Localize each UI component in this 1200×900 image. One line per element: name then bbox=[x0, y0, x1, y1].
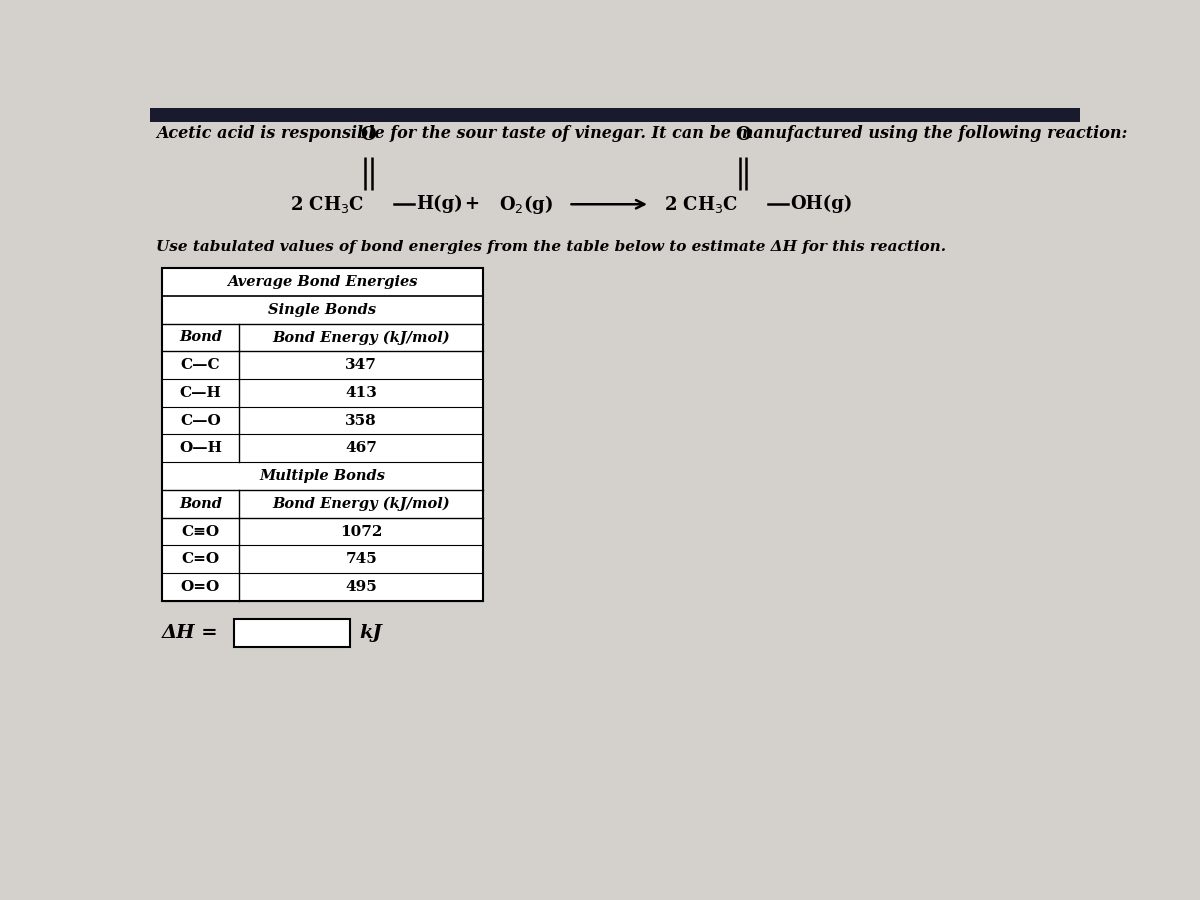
Text: Bond: Bond bbox=[179, 330, 222, 345]
Text: Average Bond Energies: Average Bond Energies bbox=[227, 275, 418, 289]
Text: H(g): H(g) bbox=[416, 195, 462, 213]
Text: O—H: O—H bbox=[179, 441, 222, 455]
Text: Bond Energy (kJ/mol): Bond Energy (kJ/mol) bbox=[272, 330, 450, 345]
Text: C—O: C—O bbox=[180, 414, 221, 427]
Text: ΔH =: ΔH = bbox=[162, 624, 218, 642]
Text: OH(g): OH(g) bbox=[790, 195, 852, 213]
Text: C—C: C—C bbox=[180, 358, 220, 373]
Text: +: + bbox=[464, 195, 479, 213]
Text: C≡O: C≡O bbox=[181, 525, 220, 538]
Text: C=O: C=O bbox=[181, 553, 220, 566]
Text: O: O bbox=[361, 126, 377, 144]
Text: C—H: C—H bbox=[180, 386, 221, 400]
Bar bbox=[150, 108, 1080, 122]
Text: 2 CH$_3$C: 2 CH$_3$C bbox=[289, 194, 364, 215]
Text: 745: 745 bbox=[346, 553, 377, 566]
Text: Bond: Bond bbox=[179, 497, 222, 511]
Text: Bond Energy (kJ/mol): Bond Energy (kJ/mol) bbox=[272, 497, 450, 511]
Text: O: O bbox=[736, 126, 751, 144]
Text: Single Bonds: Single Bonds bbox=[269, 302, 377, 317]
Text: 2 CH$_3$C: 2 CH$_3$C bbox=[664, 194, 738, 215]
Text: 413: 413 bbox=[346, 386, 377, 400]
Text: kJ: kJ bbox=[359, 624, 382, 642]
Text: 1072: 1072 bbox=[340, 525, 383, 538]
Text: 495: 495 bbox=[346, 580, 377, 594]
Text: O=O: O=O bbox=[181, 580, 220, 594]
Text: Acetic acid is responsible for the sour taste of vinegar. It can be manufactured: Acetic acid is responsible for the sour … bbox=[156, 125, 1128, 142]
Bar bbox=[162, 268, 484, 601]
Text: 467: 467 bbox=[346, 441, 377, 455]
Text: 347: 347 bbox=[346, 358, 377, 373]
Text: Use tabulated values of bond energies from the table below to estimate ΔH for th: Use tabulated values of bond energies fr… bbox=[156, 240, 947, 255]
Bar bbox=[234, 619, 350, 647]
Text: 358: 358 bbox=[346, 414, 377, 427]
Text: O$_2$(g): O$_2$(g) bbox=[499, 193, 553, 216]
Text: Multiple Bonds: Multiple Bonds bbox=[259, 469, 385, 483]
